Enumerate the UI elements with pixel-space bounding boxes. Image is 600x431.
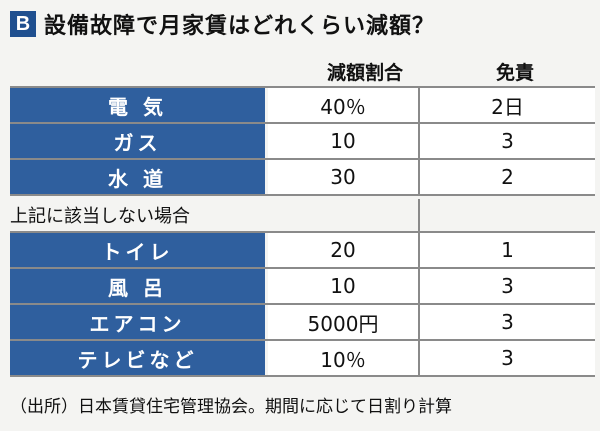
row-label: トイレ (10, 233, 265, 267)
column-header-reduction-rate: 減額割合 (326, 62, 403, 84)
column-header-exemption: 免責 (495, 62, 534, 84)
row-reduction-value: 10 (268, 124, 418, 158)
subheading-text: 上記に該当しない場合 (10, 206, 190, 227)
row-label: ガス (10, 124, 265, 158)
column-divider (418, 160, 420, 194)
column-divider (418, 341, 420, 375)
row-label: テレビなど (10, 341, 265, 375)
row-reduction-value: 20 (268, 233, 418, 267)
source-note: （出所）日本賃貸住宅管理協会。期間に応じて日割り計算 (10, 397, 452, 417)
column-divider (418, 305, 420, 339)
row-label: 電 気 (10, 88, 265, 122)
column-divider (418, 233, 420, 267)
table-row: ガス 10 3 (10, 124, 595, 160)
row-exemption-value: 3 (420, 124, 595, 158)
section-badge: B (10, 11, 36, 37)
table-row: エアコン 5000円 3 (10, 305, 595, 341)
row-reduction-value: 40％ (268, 88, 418, 122)
column-divider (418, 199, 420, 231)
row-reduction-value: 10 (268, 269, 418, 303)
row-reduction-value: 30 (268, 160, 418, 194)
row-label: 水 道 (10, 160, 265, 194)
page-title: 設備故障で月家賃はどれくらい減額？ (44, 14, 436, 39)
row-exemption-value: 1 (420, 233, 595, 267)
column-divider (418, 269, 420, 303)
row-exemption-value: 3 (420, 305, 595, 339)
table-row: テレビなど 10％ 3 (10, 341, 595, 377)
row-reduction-value: 10％ (268, 341, 418, 375)
table-row: 風 呂 10 3 (10, 269, 595, 305)
row-exemption-value: 3 (420, 269, 595, 303)
table-row: 水 道 30 2 (10, 160, 595, 196)
table-row: 電 気 40％ 2日 (10, 86, 595, 124)
row-reduction-value: 5000円 (268, 305, 418, 339)
row-exemption-value: 3 (420, 341, 595, 375)
section-subheading: 上記に該当しない場合 (10, 199, 595, 231)
column-divider (418, 88, 420, 122)
title-row: B 設備故障で月家賃はどれくらい減額？ (10, 9, 435, 39)
table-row: トイレ 20 1 (10, 231, 595, 269)
row-exemption-value: 2 (420, 160, 595, 194)
column-divider (418, 124, 420, 158)
row-label: 風 呂 (10, 269, 265, 303)
row-label: エアコン (10, 305, 265, 339)
row-exemption-value: 2日 (420, 88, 595, 122)
